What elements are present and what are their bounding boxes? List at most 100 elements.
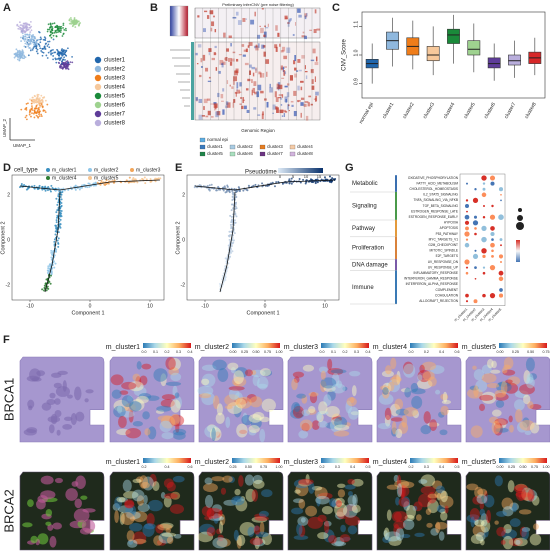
tissue-region bbox=[251, 516, 268, 523]
enrichment-dot bbox=[481, 175, 487, 181]
cell-dot bbox=[127, 181, 130, 184]
heatmap-cell bbox=[257, 84, 262, 91]
tissue-region bbox=[291, 402, 301, 415]
enrichment-dot bbox=[473, 299, 478, 304]
colorbar bbox=[321, 458, 369, 463]
tissue-region bbox=[331, 372, 340, 387]
cell-dot bbox=[62, 22, 65, 25]
heatmap-cell bbox=[286, 47, 291, 54]
cell-dot bbox=[38, 113, 40, 116]
tissue-region bbox=[423, 411, 431, 424]
heatmap-cell bbox=[246, 109, 250, 113]
cell-dot bbox=[48, 26, 51, 29]
cell-dot bbox=[55, 230, 58, 233]
size-key bbox=[516, 222, 524, 230]
panel-label: G bbox=[345, 162, 354, 174]
tissue-region bbox=[395, 408, 409, 416]
tissue-region bbox=[126, 511, 141, 520]
cell-dot bbox=[252, 184, 255, 187]
tissue-region bbox=[298, 498, 306, 509]
tissue-region bbox=[201, 373, 216, 388]
tissue-region bbox=[140, 481, 150, 489]
tissue-region bbox=[397, 485, 410, 497]
tissue-region bbox=[483, 527, 489, 538]
cell-dot bbox=[226, 266, 229, 269]
x-tick-label: 0 bbox=[89, 303, 92, 309]
cell-dot bbox=[59, 226, 62, 229]
cell-dot bbox=[218, 282, 221, 285]
tissue-region bbox=[401, 534, 411, 539]
tissue-region bbox=[398, 422, 409, 434]
cell-dot bbox=[229, 214, 232, 217]
tissue-region bbox=[420, 485, 436, 495]
cell-dot bbox=[247, 184, 250, 187]
heatmap-cell bbox=[206, 98, 211, 101]
tissue-region bbox=[475, 379, 488, 393]
tissue-region bbox=[28, 405, 33, 411]
tissue-region bbox=[508, 537, 523, 547]
tissue bbox=[109, 471, 195, 551]
cell-dot bbox=[47, 267, 50, 270]
tissue-region bbox=[473, 518, 479, 526]
tissue-region bbox=[345, 400, 352, 414]
pathway-label: E2F_TARGETS bbox=[436, 254, 458, 258]
tissue-region bbox=[427, 499, 439, 514]
heatmap-cell bbox=[253, 107, 257, 110]
enrichment-dot bbox=[498, 270, 504, 276]
cell-dot bbox=[59, 218, 62, 221]
cell-dot bbox=[145, 178, 148, 181]
cell-dot bbox=[27, 102, 29, 105]
cell-dot bbox=[235, 215, 238, 218]
tissue-region bbox=[232, 376, 247, 387]
tissue bbox=[19, 356, 105, 443]
heatmap-cell bbox=[212, 15, 215, 18]
colorbar-tick: 0.2 bbox=[424, 350, 429, 354]
tissue-region bbox=[515, 491, 532, 498]
cell-dot bbox=[42, 51, 45, 54]
tissue-region bbox=[147, 499, 163, 512]
cell-dot bbox=[299, 181, 302, 184]
heatmap-cell bbox=[214, 45, 217, 49]
tissue-region bbox=[494, 392, 509, 401]
heatmap-cell bbox=[311, 85, 315, 90]
cell-dot bbox=[46, 269, 49, 272]
tissue-region bbox=[396, 483, 403, 498]
tissue-region bbox=[81, 519, 96, 533]
pathway-label: INFLAMMATORY_RESPONSE bbox=[414, 271, 458, 275]
colorbar-tick: 0.75 bbox=[531, 465, 538, 469]
enrichment-dot bbox=[490, 226, 495, 231]
tissue-region bbox=[168, 357, 181, 371]
x-tick-label: -10 bbox=[201, 303, 208, 309]
colorbar-tick: 0.0 bbox=[320, 350, 325, 354]
heatmap-cell bbox=[214, 107, 216, 111]
tissue-region bbox=[470, 425, 483, 438]
tissue-region bbox=[73, 508, 90, 523]
tissue-region bbox=[440, 490, 448, 503]
tissue-region bbox=[160, 492, 166, 499]
cell-dot bbox=[49, 24, 52, 26]
tissue bbox=[376, 471, 462, 551]
cell-dot bbox=[328, 175, 331, 178]
tissue-region bbox=[128, 381, 144, 392]
heatmap-cell bbox=[280, 50, 284, 53]
tissue-region bbox=[216, 403, 223, 416]
tissue-region bbox=[125, 427, 142, 439]
pathway-label: UV_RESPONSE_UP bbox=[428, 265, 458, 269]
cell-dot bbox=[61, 60, 63, 63]
cell-dot bbox=[224, 191, 227, 194]
cell-dot bbox=[33, 94, 36, 97]
cell-dot bbox=[27, 40, 30, 42]
enrichment-dot bbox=[490, 181, 495, 186]
cell-dot bbox=[68, 19, 71, 22]
cell-dot bbox=[18, 59, 21, 62]
tissue-region bbox=[391, 421, 397, 435]
tissue-region bbox=[203, 483, 218, 493]
tissue-region bbox=[222, 475, 233, 483]
cell-dot bbox=[150, 180, 153, 183]
pathway-label: APOPTOSIS bbox=[440, 226, 458, 230]
tissue-region bbox=[37, 533, 49, 545]
tissue-region bbox=[219, 514, 226, 526]
heatmap-cell bbox=[207, 110, 211, 116]
legend-swatch bbox=[88, 168, 92, 172]
tissue-region bbox=[163, 478, 174, 488]
